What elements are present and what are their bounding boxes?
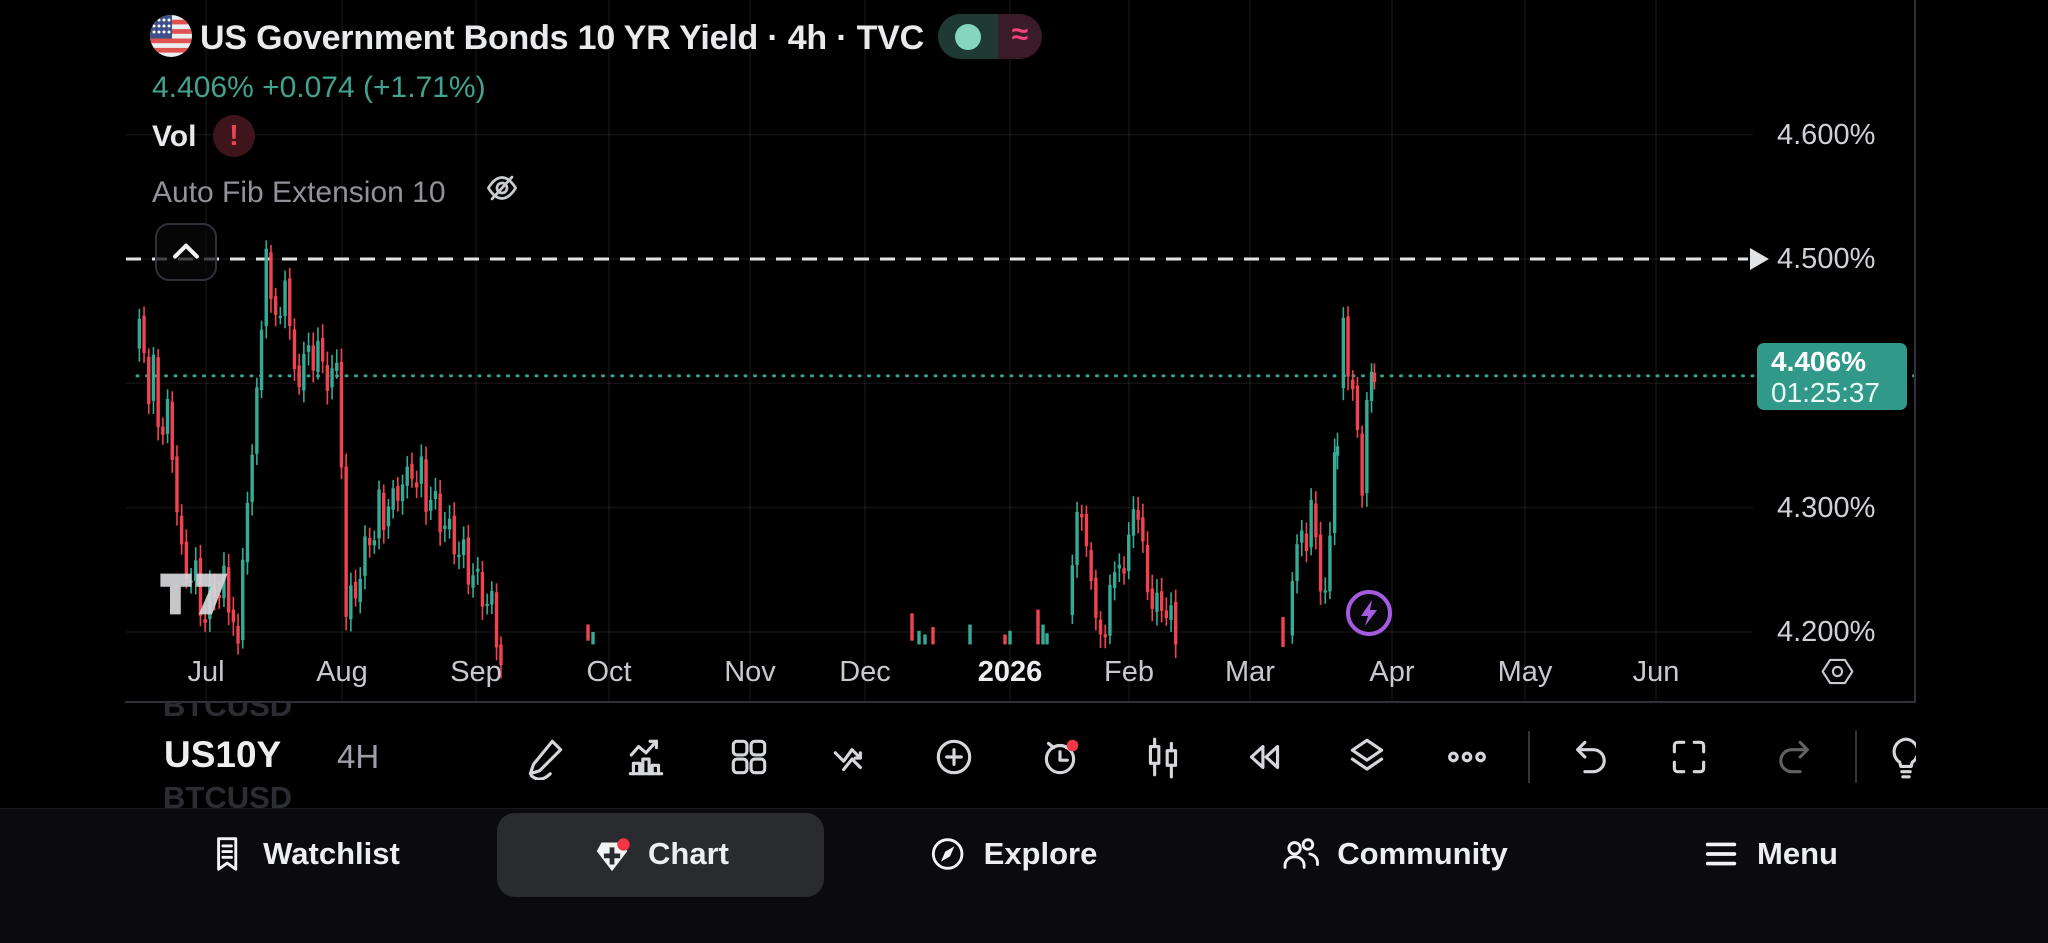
nav-item-label: Chart [648,836,729,871]
exclamation-icon[interactable]: ! [213,115,255,157]
draw-icon[interactable] [522,734,568,780]
interval-button[interactable]: 4H [337,738,380,775]
symbol-title[interactable]: US Government Bonds 10 YR Yield · 4h · T… [200,19,925,57]
market-open-dot [955,23,981,50]
price-axis-border [1914,0,1916,703]
menu-icon [1705,842,1737,866]
time-tick-label: Oct [586,656,632,688]
nav-item-label: Watchlist [263,836,400,871]
nav-item-label: Menu [1757,836,1838,871]
current-price-badge: 4.406% 01:25:37 [1757,342,1907,410]
more-ellipsis-icon[interactable] [1444,734,1490,780]
toolbar-divider [1528,731,1530,783]
time-tick-label: Feb [1104,656,1154,688]
hexagon-settings-icon[interactable] [1819,655,1856,688]
price-change-line: 4.406% +0.074 (+1.71%) [152,71,486,104]
eye-off-icon[interactable] [482,168,522,208]
price-tick-label: 4.300% [1777,491,1876,524]
time-axis[interactable]: Jul Aug Sep Oct Nov Dec 2026 Feb Mar Apr May Jun [0,655,1916,701]
nav-item-explore[interactable]: Explore [927,809,1098,899]
time-tick-label: Nov [724,656,776,688]
time-tick-label: Apr [1369,656,1415,688]
chart-type-candles-icon[interactable] [1140,734,1186,780]
nav-item-community[interactable]: Community [1280,809,1508,899]
zigzag-pattern-icon[interactable] [829,734,875,780]
add-circle-icon[interactable] [931,734,977,780]
nav-item-menu[interactable]: Menu [1700,809,1838,899]
indicators-icon[interactable] [624,734,670,780]
candlestick-chart[interactable] [0,0,2048,710]
price-tick-label: 4.200% [1777,616,1876,648]
candles-group [137,240,1377,679]
current-price-value: 4.406% [1771,345,1866,377]
background-symbol-ghost: BTCUSD [163,702,383,716]
nav-item-label: Community [1337,836,1508,871]
price-tick-label: 4.500% [1777,243,1876,275]
price-axis[interactable]: 4.600% 4.500% 4.300% 4.200% [1777,0,1917,702]
background-symbol-ghost: BTCUSD [163,780,293,808]
us-flag-icon [150,15,192,57]
people-icon [1283,838,1319,869]
level-arrow-marker [1750,248,1769,271]
compass-icon [931,838,964,870]
redo-icon[interactable] [1774,734,1820,780]
object-layers-icon[interactable] [1344,734,1390,780]
layouts-grid-icon[interactable] [726,734,772,780]
time-tick-label: 2026 [977,656,1043,688]
active-tab-pill [497,813,824,897]
delayed-data-segment: ≈ [998,14,1042,59]
nav-item-label: Explore [983,836,1098,871]
chevron-up-icon [173,243,199,259]
lightbulb-icon[interactable] [1883,734,1916,780]
time-tick-label: Sep [450,656,502,688]
time-tick-label: Jun [1632,656,1680,688]
bar-replay-icon[interactable] [1242,734,1288,780]
bottom-nav: Watchlist Chart Explore Community Menu [0,808,2048,943]
nav-item-chart[interactable]: Chart [591,809,729,899]
delayed-data-wave-icon: ≈ [1011,17,1029,51]
axis-separator [125,701,1916,703]
time-tick-label: Jul [187,656,225,688]
tradingview-logo [160,573,228,615]
market-open-segment [938,14,998,59]
time-tick-label: May [1497,656,1553,688]
time-tick-label: Aug [316,656,368,688]
market-status-pill[interactable]: ≈ [938,14,1042,59]
symbol-button[interactable]: US10Y [164,734,282,775]
price-tick-label: 4.600% [1777,118,1876,151]
time-tick-label: Dec [839,656,891,688]
collapse-panel-button[interactable] [155,223,217,281]
watchlist-icon [217,837,238,871]
indicator-label[interactable]: Auto Fib Extension 10 [152,176,446,209]
lightning-circle-icon[interactable] [1345,589,1393,637]
nav-item-watchlist[interactable]: Watchlist [206,809,400,899]
volume-label[interactable]: Vol [152,120,197,153]
chart-toolbar: BTCUSD BTCUSD US10Y 4H [0,702,1916,808]
alerts-icon[interactable] [1037,734,1083,780]
fullscreen-icon[interactable] [1666,734,1712,780]
time-tick-label: Mar [1225,656,1275,688]
bar-countdown: 01:25:37 [1771,376,1880,408]
toolbar-divider [1855,731,1857,783]
chart-logo-icon [596,838,630,872]
undo-icon[interactable] [1565,734,1611,780]
